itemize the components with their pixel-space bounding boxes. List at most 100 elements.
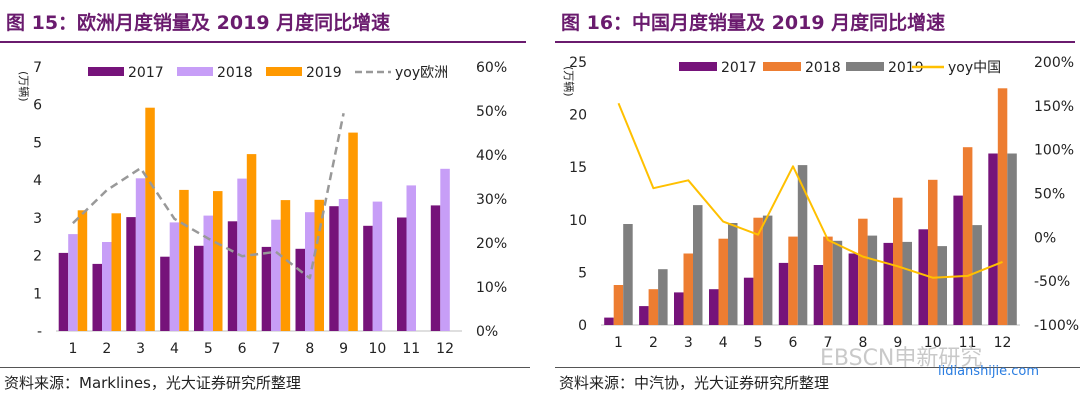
source-note: 资料来源：Marklines，光大证券研究所整理	[4, 374, 301, 392]
x-tick-label: 8	[858, 335, 867, 351]
y-tick-label: 5	[578, 265, 587, 281]
legend-label: 2017	[721, 60, 757, 76]
bar-2017	[813, 265, 824, 325]
bar-2017	[674, 292, 684, 325]
bar-2019	[77, 210, 88, 331]
watermark-text: EBSCN申新研究	[820, 346, 983, 371]
bar-2017	[397, 217, 407, 331]
bar-2018	[893, 197, 903, 325]
bar-2017	[194, 245, 204, 331]
bar-2019	[179, 189, 189, 331]
bar-2019	[972, 225, 982, 325]
y-tick-label: 2	[33, 249, 42, 265]
y-tick-label: -	[37, 324, 42, 340]
bar-2019	[658, 269, 668, 325]
y-tick-label: 5	[33, 135, 42, 151]
china-sales-chart: 0510152025-100%-50%0%50%100%150%200%(万辆)…	[562, 55, 1079, 351]
y2-tick-label: 60%	[476, 60, 507, 76]
bar-2017	[430, 205, 441, 331]
legend-label: 2017	[128, 65, 164, 81]
bar-2018	[338, 199, 349, 331]
bar-2019	[145, 107, 155, 331]
bar-2019	[280, 200, 291, 331]
legend-swatch	[763, 62, 801, 71]
title-rule	[0, 41, 526, 43]
bar-2019	[867, 235, 878, 325]
bar-2019	[797, 165, 808, 325]
bar-2017	[709, 289, 719, 325]
x-tick-label: 7	[824, 335, 833, 351]
y-axis-unit-label: (万辆)	[17, 71, 31, 102]
y2-tick-label: 100%	[1034, 143, 1074, 159]
x-tick-label: 5	[754, 335, 763, 351]
bar-2019	[111, 213, 121, 331]
legend-swatch	[266, 67, 302, 76]
title-rule	[555, 41, 1075, 43]
bar-2019	[693, 205, 703, 325]
bar-2017	[604, 317, 614, 325]
line-yoy欧洲	[72, 112, 345, 280]
x-tick-label: 12	[436, 341, 454, 357]
bar-2018	[718, 238, 728, 325]
bar-2017	[848, 253, 859, 325]
figure-title: 图 15：欧洲月度销量及 2019 月度同比增速	[6, 12, 391, 34]
x-tick-label: 8	[305, 341, 314, 357]
bar-2017	[261, 246, 272, 331]
y-tick-label: 0	[578, 318, 587, 334]
bar-2018	[305, 212, 315, 331]
bar-2018	[683, 253, 693, 325]
source-note: 资料来源：中汽协，光大证券研究所整理	[559, 374, 830, 392]
y2-tick-label: 20%	[476, 236, 507, 252]
y2-tick-label: 10%	[476, 280, 507, 296]
y2-tick-label: 0%	[476, 324, 498, 340]
bar-2019	[937, 246, 947, 325]
x-tick-label: 2	[102, 341, 111, 357]
legend-swatch	[679, 62, 717, 71]
bar-2018	[648, 289, 659, 325]
bar-2017	[778, 262, 789, 325]
x-tick-label: 9	[893, 335, 902, 351]
bar-2019	[762, 215, 773, 325]
bar-2018	[753, 217, 763, 325]
bar-2019	[314, 199, 324, 331]
y2-tick-label: 40%	[476, 148, 507, 164]
x-tick-label: 6	[789, 335, 798, 351]
x-tick-label: 2	[649, 335, 658, 351]
legend-swatch	[177, 67, 213, 76]
x-tick-label: 7	[271, 341, 280, 357]
bar-2017	[58, 252, 69, 331]
x-tick-label: 12	[994, 335, 1012, 351]
y2-tick-label: 30%	[476, 192, 507, 208]
y-axis-unit-label: (万辆)	[562, 66, 576, 97]
figure-15-panel: 图 15：欧洲月度销量及 2019 月度同比增速 -1 2 3 4 5 6 7 0% 10% 20…	[0, 0, 530, 401]
bar-2017	[363, 225, 373, 331]
x-tick-label: 4	[719, 335, 728, 351]
x-tick-label: 10	[368, 341, 386, 357]
bar-2018	[203, 215, 213, 331]
y2-tick-label: 0%	[1034, 230, 1056, 246]
bar-2017	[743, 277, 754, 325]
watermark-url: lidianshijie.com	[938, 364, 1040, 379]
y-tick-label: 4	[33, 173, 42, 189]
bar-2017	[227, 221, 238, 331]
y-tick-label: 15	[569, 160, 587, 176]
bar-2019	[348, 132, 358, 331]
x-tick-label: 1	[614, 335, 623, 351]
y2-tick-label: 150%	[1034, 99, 1074, 115]
x-tick-label: 9	[339, 341, 348, 357]
bar-2017	[918, 229, 928, 325]
bar-2019	[902, 241, 912, 325]
y-tick-label: 7	[33, 60, 42, 76]
bar-2018	[613, 285, 624, 325]
y2-tick-label: 50%	[1034, 187, 1065, 203]
bar-2019	[213, 191, 223, 331]
x-tick-label: 3	[136, 341, 145, 357]
bar-2018	[440, 168, 450, 331]
y-tick-label: 1	[33, 286, 42, 302]
y2-tick-label: 50%	[476, 104, 507, 120]
legend-label: yoy中国	[948, 60, 1001, 76]
bar-2017	[883, 242, 893, 325]
bar-2017	[295, 248, 305, 331]
bar-2018	[823, 236, 833, 325]
